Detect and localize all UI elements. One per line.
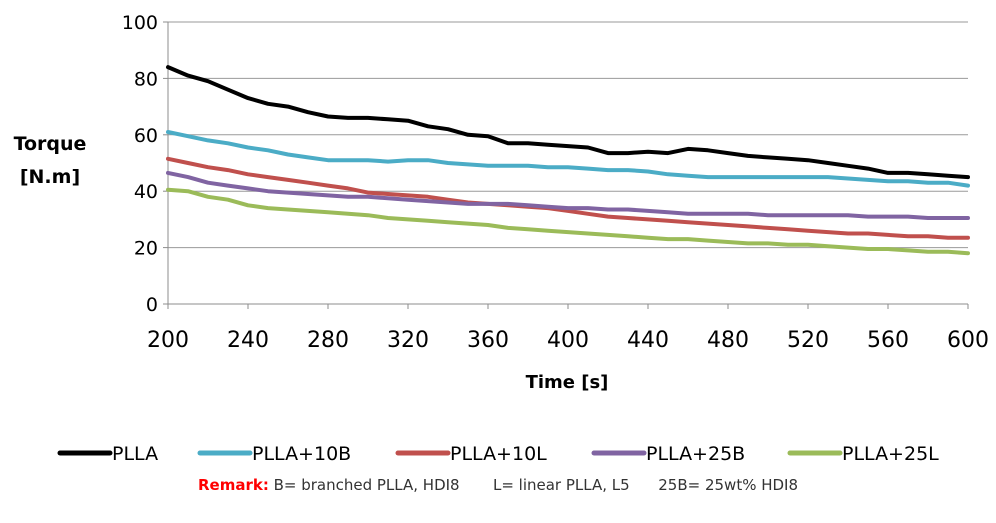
y-tick-label: 80: [134, 68, 158, 90]
x-tick-label: 480: [707, 328, 749, 353]
y-tick-label: 100: [122, 12, 158, 34]
legend-item-3: PLLA+10L: [395, 443, 547, 465]
legend-item-1: PLLA: [57, 443, 158, 465]
legend-label: PLLA+10L: [450, 443, 547, 465]
x-tick-label: 440: [627, 328, 669, 353]
legend-label: PLLA: [112, 443, 158, 465]
y-tick-label: 20: [134, 238, 158, 260]
x-tick-label: 400: [547, 328, 589, 353]
x-tick-label: 560: [867, 328, 909, 353]
legend-item-4: PLLA+25B: [591, 443, 745, 465]
legend-label: PLLA+25B: [646, 443, 745, 465]
y-axis-title: Torque [N.m]: [0, 128, 100, 194]
remark-note: Remark: B= branched PLLA, HDI8 L= linear…: [0, 476, 996, 494]
legend-item-2: PLLA+10B: [197, 443, 351, 465]
x-tick-label: 240: [227, 328, 269, 353]
y-tick-label: 40: [134, 181, 158, 203]
series-line-5: [166, 187, 970, 256]
series-line-4: [166, 170, 970, 220]
legend-label: PLLA+25L: [842, 443, 939, 465]
y-tick-label: 0: [146, 294, 158, 316]
series-line-2: [166, 130, 970, 188]
remark-text: B= branched PLLA, HDI8 L= linear PLLA, L…: [268, 476, 799, 494]
y-tick-label: 60: [134, 125, 158, 147]
y-axis-title-line-2: [N.m]: [19, 166, 81, 188]
x-tick-label: 280: [307, 328, 349, 353]
legend: PLLA PLLA+10B PLLA+10L PLLA+25B PLLA+25L: [57, 443, 939, 465]
legend-label: PLLA+10B: [252, 443, 351, 465]
y-axis-title-line-1: Torque: [13, 133, 87, 155]
x-tick-label: 320: [387, 328, 429, 353]
x-axis-title: Time [s]: [526, 372, 609, 393]
x-tick-label: 360: [467, 328, 509, 353]
x-tick-label: 200: [147, 328, 189, 353]
x-tick-label: 600: [947, 328, 989, 353]
series-line-3: [166, 156, 970, 240]
x-tick-label: 520: [787, 328, 829, 353]
remark-label: Remark:: [197, 476, 269, 494]
plot-area: [166, 65, 970, 256]
x-tick-labels: 200 240 280 320 360 400 440 480 520 560 600: [147, 328, 989, 353]
series-line-1: [166, 65, 970, 180]
y-tick-labels: 0 20 40 60 80 100: [122, 12, 158, 316]
legend-item-5: PLLA+25L: [787, 443, 939, 465]
